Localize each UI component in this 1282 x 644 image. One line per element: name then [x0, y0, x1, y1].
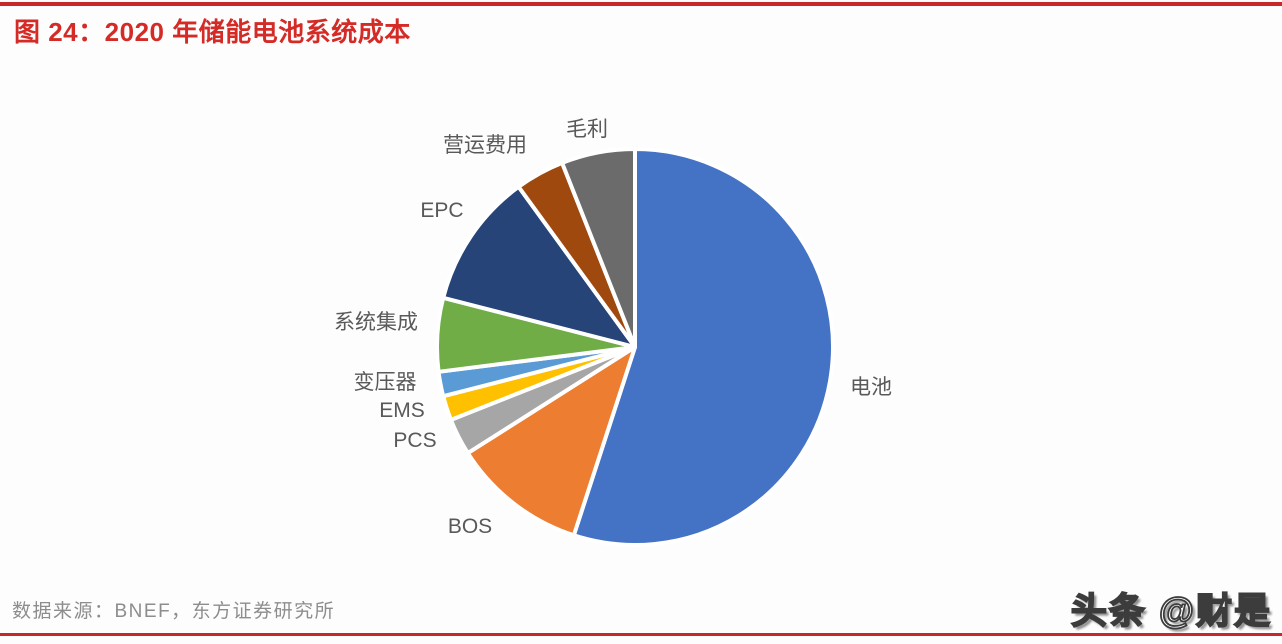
pie-slice-label-transformer: 变压器	[353, 371, 417, 394]
pie-slice-label-epc: EPC	[420, 199, 464, 222]
pie-slice-label-operating-expense: 营运费用	[443, 134, 527, 157]
pie-slice-label-system-integration: 系统集成	[334, 311, 418, 334]
pie-slice-label-battery: 电池	[850, 376, 892, 399]
pie-slice-label-bos: BOS	[447, 515, 493, 538]
pie-slice-label-ems: EMS	[379, 399, 425, 422]
pie-slice-label-gross-margin: 毛利	[566, 118, 608, 141]
pie-slice-gross-margin	[560, 147, 637, 349]
watermark: 头条 @财是	[1070, 589, 1272, 632]
figure-title: 图 24：2020 年储能电池系统成本	[14, 17, 411, 47]
pie-slice-epc	[441, 184, 637, 349]
pie-slice-battery	[571, 147, 835, 547]
pie-slice-label-pcs: PCS	[393, 429, 437, 452]
top-divider	[0, 2, 1282, 6]
pie-slice-bos	[465, 345, 637, 538]
bottom-divider	[0, 633, 1282, 636]
data-source: 数据来源：BNEF，东方证券研究所	[12, 601, 336, 622]
